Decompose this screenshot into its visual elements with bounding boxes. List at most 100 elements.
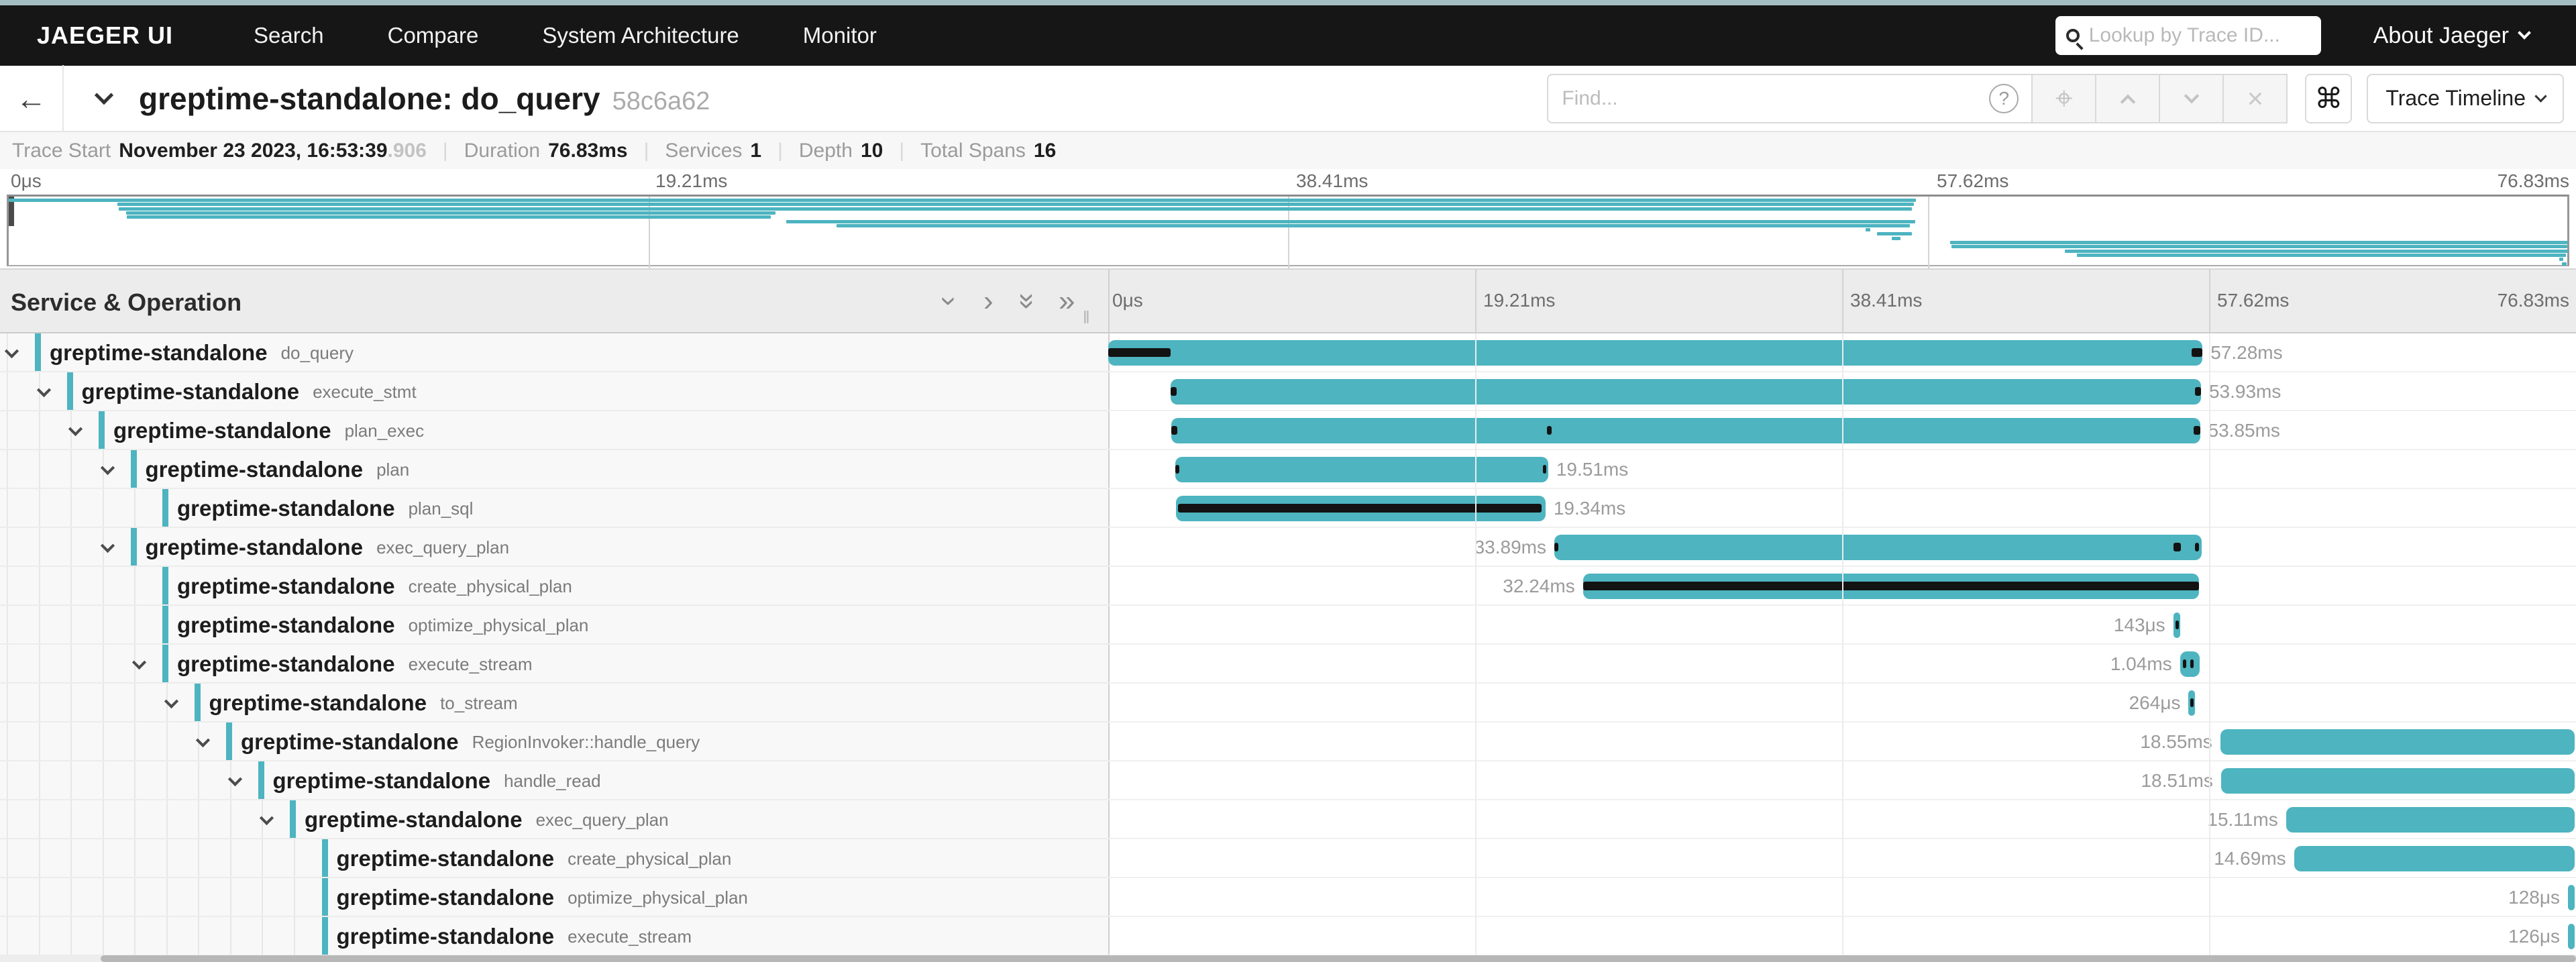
span-bar[interactable] (2294, 846, 2575, 871)
about-jaeger-label: About Jaeger (2373, 22, 2509, 48)
trace-collapse-chevron-icon[interactable] (94, 85, 114, 105)
span-name-cell[interactable]: greptime-standalone create_physical_plan (0, 839, 1108, 878)
span-name-cell[interactable]: greptime-standalone exec_query_plan (0, 528, 1108, 567)
span-timeline-cell[interactable]: 53.93ms (1108, 372, 2576, 411)
horizontal-scrollbar[interactable] (0, 955, 2576, 962)
span-name-cell[interactable]: greptime-standalone do_query (0, 333, 1108, 372)
span-operation-name: RegionInvoker::handle_query (472, 731, 700, 752)
indent-guide (7, 333, 8, 371)
trace-id-lookup-box[interactable] (2055, 16, 2321, 55)
indent-guide (293, 878, 295, 916)
find-next-button[interactable] (2160, 73, 2224, 123)
span-timeline-cell[interactable]: 18.55ms (1108, 723, 2576, 761)
find-clear-button[interactable]: × (2224, 73, 2288, 123)
span-name-cell[interactable]: greptime-standalone plan_exec (0, 411, 1108, 450)
span-log-mark (1546, 426, 1552, 435)
span-bar[interactable] (2568, 924, 2575, 949)
indent-guide (7, 761, 8, 799)
indent-guide (7, 800, 8, 838)
depth-label: Depth (798, 139, 853, 162)
span-row[interactable]: greptime-standalone plan 19.51ms (0, 450, 2576, 489)
find-toolbar: ? ⌖ × ⌘ Trace Timeline (1547, 73, 2564, 123)
back-button[interactable]: ← (0, 65, 64, 131)
span-row[interactable]: greptime-standalone handle_read 18.51ms (0, 761, 2576, 800)
span-name-cell[interactable]: greptime-standalone plan_sql (0, 489, 1108, 528)
span-bar[interactable] (2220, 768, 2575, 794)
span-bar[interactable] (2220, 729, 2575, 755)
total-spans-value: 16 (1033, 139, 1057, 162)
nav-item-search[interactable]: Search (254, 23, 324, 48)
minimap-span (2076, 253, 2566, 257)
span-timeline-cell[interactable]: 19.34ms (1108, 489, 2576, 528)
span-row[interactable]: greptime-standalone execute_stream 126μs (0, 917, 2576, 955)
span-bar[interactable] (1554, 535, 2202, 560)
span-name-cell[interactable]: greptime-standalone optimize_physical_pla… (0, 606, 1108, 645)
span-row[interactable]: greptime-standalone plan_exec 53.85ms (0, 411, 2576, 450)
span-row[interactable]: greptime-standalone exec_query_plan 33.89m… (0, 528, 2576, 567)
nav-item-compare[interactable]: Compare (387, 23, 479, 48)
trace-id-lookup-input[interactable] (2088, 24, 2297, 47)
span-name-cell[interactable]: greptime-standalone execute_stream (0, 917, 1108, 955)
chevron-down-icon (2184, 88, 2200, 103)
nav-item-system-architecture[interactable]: System Architecture (542, 23, 739, 48)
span-row[interactable]: greptime-standalone execute_stmt 53.93ms (0, 372, 2576, 411)
expand-all-icon[interactable]: » (1059, 284, 1075, 317)
find-previous-button[interactable] (2096, 73, 2161, 123)
column-divider[interactable] (1108, 268, 1110, 955)
indent-guide (102, 450, 104, 488)
span-row[interactable]: greptime-standalone RegionInvoker::handle… (0, 723, 2576, 761)
span-row[interactable]: greptime-standalone create_physical_plan 3… (0, 567, 2576, 606)
scrollbar-thumb[interactable] (101, 955, 2576, 962)
span-name-cell[interactable]: greptime-standalone execute_stmt (0, 372, 1108, 411)
span-bar[interactable] (1171, 379, 2201, 405)
nav-item-monitor[interactable]: Monitor (802, 23, 877, 48)
trace-minimap[interactable] (7, 195, 2569, 268)
focus-span-button[interactable]: ⌖ (2033, 73, 2097, 123)
span-name-cell[interactable]: greptime-standalone to_stream (0, 684, 1108, 723)
span-bar[interactable] (2286, 807, 2575, 833)
about-jaeger-menu[interactable]: About Jaeger (2373, 22, 2531, 49)
minimap-left-scrubber-handle[interactable] (9, 197, 14, 226)
minimap-span (117, 203, 1914, 207)
trace-view-selector[interactable]: Trace Timeline (2367, 73, 2564, 123)
span-log-mark (2175, 621, 2179, 629)
find-help-button[interactable]: ? (1976, 73, 2033, 123)
span-row[interactable]: greptime-standalone plan_sql 19.34ms (0, 489, 2576, 528)
find-input[interactable] (1547, 73, 1977, 123)
span-bar[interactable] (1108, 340, 2203, 366)
span-service-name: greptime-standalone (177, 496, 395, 521)
span-row[interactable]: greptime-standalone execute_stream 1.04ms (0, 645, 2576, 684)
span-name-cell[interactable]: greptime-standalone exec_query_plan (0, 800, 1108, 839)
indent-guide (293, 917, 295, 955)
span-name-cell[interactable]: greptime-standalone create_physical_plan (0, 567, 1108, 606)
span-row[interactable]: greptime-standalone create_physical_plan 1… (0, 839, 2576, 878)
span-timeline-cell[interactable]: 33.89ms (1108, 528, 2576, 567)
span-name-cell[interactable]: greptime-standalone plan (0, 450, 1108, 489)
indent-guide (229, 839, 231, 877)
span-log-mark (2194, 387, 2201, 396)
indent-guide (166, 800, 168, 838)
indent-guide (198, 878, 199, 916)
minimap-span (1951, 245, 2568, 249)
span-row[interactable]: greptime-standalone exec_query_plan 15.11m… (0, 800, 2576, 839)
span-name-cell[interactable]: greptime-standalone handle_read (0, 761, 1108, 800)
span-name-cell[interactable]: greptime-standalone optimize_physical_pla… (0, 878, 1108, 917)
tick-label: 57.62ms (2217, 290, 2290, 311)
span-bar[interactable] (1175, 457, 1548, 482)
span-name-cell[interactable]: greptime-standalone execute_stream (0, 645, 1108, 684)
keyboard-shortcuts-button[interactable]: ⌘ (2305, 73, 2353, 123)
span-row[interactable]: greptime-standalone to_stream 264μs (0, 684, 2576, 723)
expand-one-icon[interactable]: › (983, 284, 994, 317)
span-row[interactable]: greptime-standalone optimize_physical_pla… (0, 606, 2576, 645)
span-row[interactable]: greptime-standalone do_query 57.28ms (0, 333, 2576, 372)
span-row[interactable]: greptime-standalone optimize_physical_pla… (0, 878, 2576, 917)
span-bar[interactable] (2568, 885, 2575, 910)
span-operation-name: plan_exec (344, 420, 425, 441)
app-brand[interactable]: JAEGER UI (37, 21, 174, 49)
indent-guide (38, 878, 40, 916)
column-resize-grip[interactable]: ‖ (1083, 307, 1090, 327)
indent-guide (134, 567, 136, 604)
indent-guide (262, 839, 263, 877)
span-bar[interactable] (1171, 418, 2200, 443)
span-name-cell[interactable]: greptime-standalone RegionInvoker::handle… (0, 723, 1108, 761)
